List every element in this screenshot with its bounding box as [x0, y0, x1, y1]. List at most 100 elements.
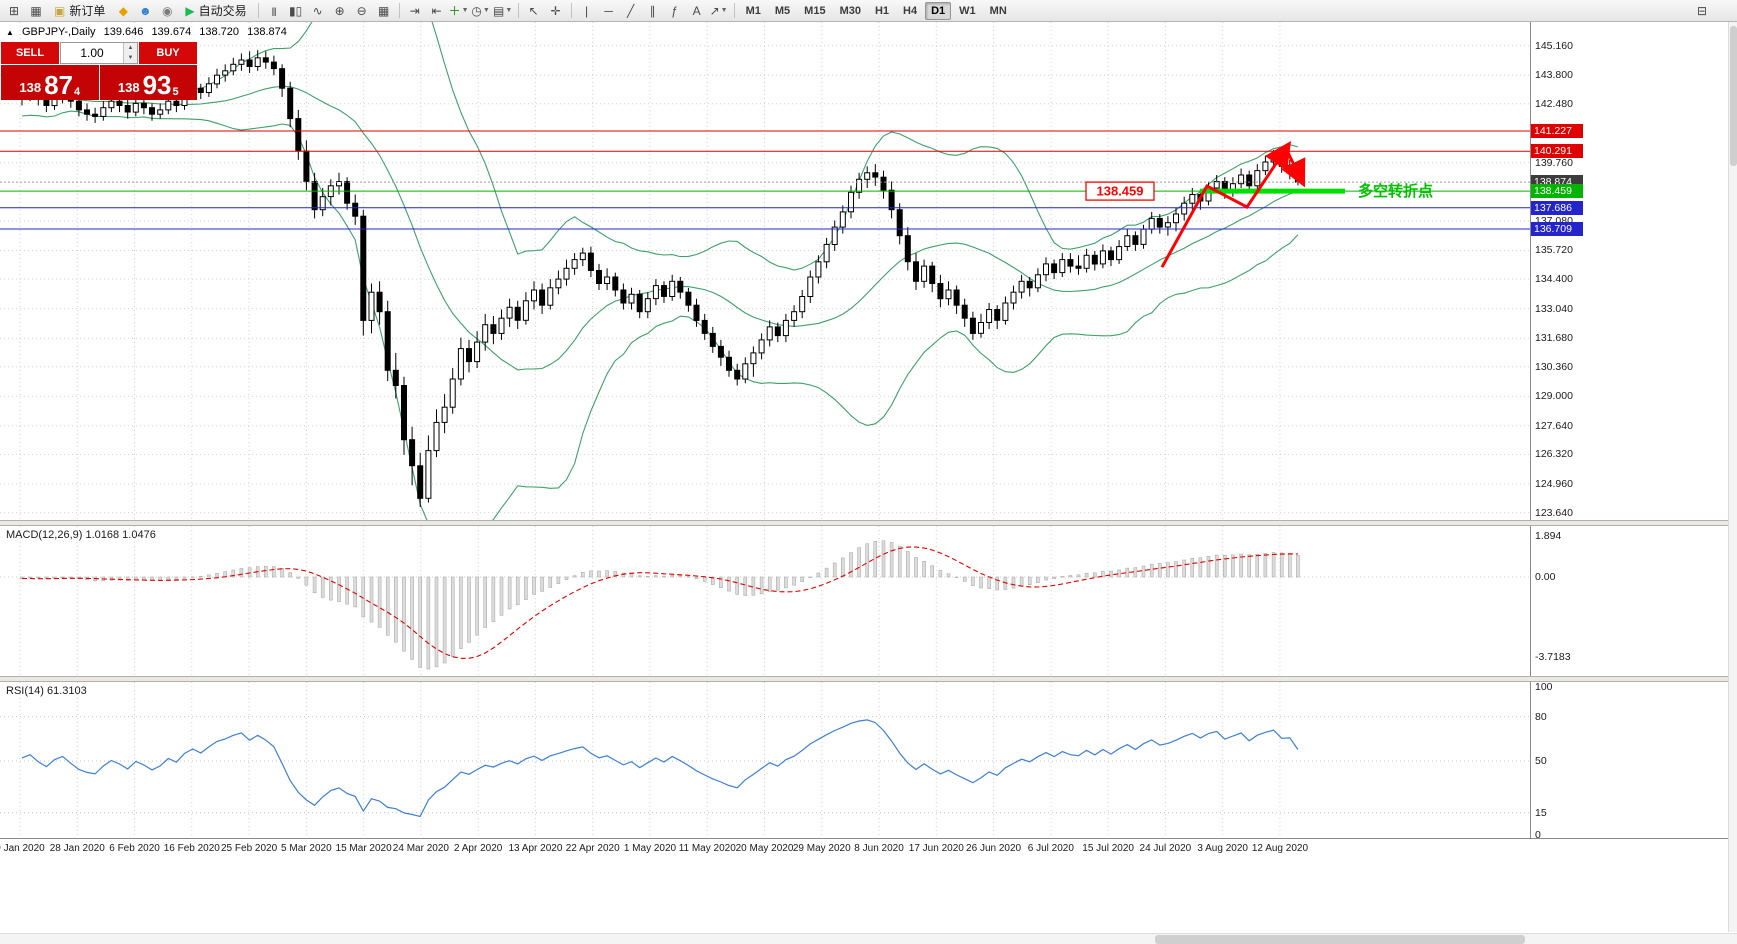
timeframe-m1-button[interactable]: M1 — [745, 4, 761, 17]
date-label: 28 Jan 2020 — [49, 843, 105, 854]
buy-price-prefix: 138 — [117, 80, 140, 95]
mql5-icon: ◆ — [118, 3, 128, 18]
candlestick-chart-icon[interactable]: ▮▯ — [285, 1, 307, 20]
channel-icon[interactable]: ∥ — [642, 1, 664, 20]
indicators-icon-dropdown[interactable]: ▼ — [461, 7, 469, 14]
date-label: 6 Feb 2020 — [109, 843, 160, 854]
periods-icon-dropdown[interactable]: ▼ — [482, 7, 490, 14]
main-chart-canvas[interactable]: 138.459 多空转折点 — [0, 22, 1530, 520]
date-label: 26 Jun 2020 — [966, 843, 1022, 854]
timeframe-h4-button[interactable]: H4 — [903, 4, 918, 17]
periods-icon[interactable]: ◷ ▼ — [470, 1, 492, 20]
date-label: 16 Feb 2020 — [163, 843, 220, 854]
zoom-out-icon[interactable]: ⊖ — [351, 1, 373, 20]
symbol-name: GBPJPY-,Daily — [21, 26, 96, 38]
sell-price-button[interactable]: 138 87 4 — [1, 65, 99, 100]
macd-axis: 1.894 0.00 -3.7183 — [1530, 0, 1610, 860]
horizontal-scrollbar-thumb[interactable] — [1155, 935, 1525, 944]
arrows-icon: ↗ — [709, 3, 720, 18]
trendline-icon[interactable]: ╱ — [620, 1, 642, 20]
indicators-icon[interactable]: ＋ ▼ — [448, 1, 470, 20]
date-label: 13 Apr 2020 — [508, 843, 563, 854]
search-icon[interactable]: ◉ — [156, 1, 178, 20]
profiles-icon: ▦ — [30, 3, 42, 18]
periods-icon: ◷ — [471, 3, 482, 18]
ohlc-close: 138.874 — [247, 26, 287, 38]
macd-axis-label: 1.894 — [1535, 530, 1562, 543]
vertical-scrollbar[interactable] — [1728, 22, 1737, 932]
community-icon[interactable]: ☻ — [134, 1, 156, 20]
line-chart-icon[interactable]: ∿ — [307, 1, 329, 20]
ohlc-low: 138.720 — [199, 26, 240, 38]
new-chart-icon[interactable]: ⊞ — [3, 1, 25, 20]
auto-scroll-icon[interactable]: ⇥ — [404, 1, 426, 20]
text-icon: A — [692, 3, 701, 18]
trend-arrow-up — [1160, 141, 1291, 268]
crosshair-icon: ✛ — [550, 3, 561, 18]
price-axis-label: 139.760 — [1535, 156, 1573, 169]
horizontal-line-icon[interactable]: ─ — [598, 1, 620, 20]
price-axis-label: 145.160 — [1535, 39, 1573, 52]
buy-button[interactable]: BUY — [139, 42, 197, 64]
volume-increase-button[interactable]: ▲ — [124, 43, 137, 53]
pane-splitter[interactable] — [0, 676, 1737, 682]
pane-splitter[interactable] — [0, 520, 1737, 526]
timeframe-m30-button[interactable]: M30 — [839, 4, 861, 17]
rsi-pane-canvas[interactable] — [0, 682, 1530, 838]
tile-windows-icon[interactable]: ▦ — [373, 1, 395, 20]
timeframe-w1-button[interactable]: W1 — [959, 4, 976, 17]
zoom-in-icon[interactable]: ⊕ — [329, 1, 351, 20]
timeframe-h1-button[interactable]: H1 — [874, 4, 890, 17]
mql5-icon[interactable]: ◆ — [112, 1, 134, 20]
buy-price-pip: 5 — [172, 86, 179, 98]
autotrading-button: ▶ — [185, 3, 195, 18]
rsi-line — [21, 719, 1299, 818]
timeframe-m5-button[interactable]: M5 — [774, 4, 791, 17]
templates-icon-dropdown[interactable]: ▼ — [505, 7, 513, 14]
macd-pane-canvas[interactable] — [0, 526, 1530, 676]
horizontal-scrollbar[interactable] — [0, 933, 1737, 944]
sell-button[interactable]: SELL — [1, 42, 59, 64]
date-label: 22 Apr 2020 — [565, 843, 620, 854]
templates-icon[interactable]: ▤ ▼ — [492, 1, 514, 20]
buy-price-button[interactable]: 138 93 5 — [99, 65, 197, 100]
vertical-line-icon[interactable]: | — [576, 1, 598, 20]
zoom-in-icon: ⊕ — [334, 3, 345, 18]
price-axis-label: 123.640 — [1535, 506, 1573, 519]
date-label: 3 Aug 2020 — [1197, 843, 1248, 854]
price-callout-box — [1085, 181, 1155, 201]
cursor-icon[interactable]: ↖ — [523, 1, 545, 20]
rsi-axis-label: 15 — [1535, 806, 1547, 819]
volume-value[interactable]: 1.00 — [80, 46, 104, 60]
collapse-panel-icon[interactable]: ▲ — [6, 28, 14, 37]
timeframe-m15-button[interactable]: M15 — [804, 4, 826, 17]
new-order-button[interactable]: ▣ 新订单 — [47, 1, 112, 20]
text-icon[interactable]: A — [686, 1, 708, 20]
date-label: 17 Jun 2020 — [908, 843, 964, 854]
macd-axis-label: 0.00 — [1535, 571, 1556, 583]
cursor-icon: ↖ — [528, 3, 539, 18]
autotrading-button-label: 自动交易 — [198, 4, 247, 18]
one-click-trading-panel: SELL 1.00 ▲ ▼ BUY 138 87 4 138 93 5 — [1, 42, 197, 100]
volume-input[interactable]: 1.00 ▲ ▼ — [60, 42, 138, 64]
bar-chart-icon[interactable]: ||| — [263, 1, 285, 20]
timeframe-d1-button[interactable]: D1 — [925, 1, 952, 20]
fibonacci-icon[interactable]: ƒ — [664, 1, 686, 20]
vertical-scrollbar-thumb[interactable] — [1730, 26, 1737, 166]
price-axis-label: 133.040 — [1535, 302, 1573, 315]
search-icon: ◉ — [162, 3, 173, 18]
toolbar-separator — [517, 3, 519, 18]
volume-decrease-button[interactable]: ▼ — [124, 53, 137, 63]
arrows-icon[interactable]: ↗ ▼ — [708, 1, 730, 20]
price-axis[interactable]: 145.160 143.800 142.480 139.760 137.080 135.7… — [1530, 0, 1610, 860]
profiles-icon[interactable]: ▦ — [25, 1, 47, 20]
autotrading-button[interactable]: ▶ 自动交易 — [178, 1, 253, 20]
timeframe-mn-button[interactable]: MN — [989, 4, 1007, 17]
chart-list-icon[interactable]: ⊟ — [1696, 3, 1708, 18]
crosshair-icon[interactable]: ✛ — [545, 1, 567, 20]
arrows-icon-dropdown[interactable]: ▼ — [720, 7, 728, 14]
chart-shift-icon[interactable]: ⇤ — [426, 1, 448, 20]
ohlc-high: 139.674 — [151, 26, 192, 38]
macd-axis-label: -3.7183 — [1535, 651, 1571, 664]
time-axis[interactable]: 9 Jan 2020 28 Jan 2020 6 Feb 2020 16 Feb 20… — [0, 838, 1737, 859]
